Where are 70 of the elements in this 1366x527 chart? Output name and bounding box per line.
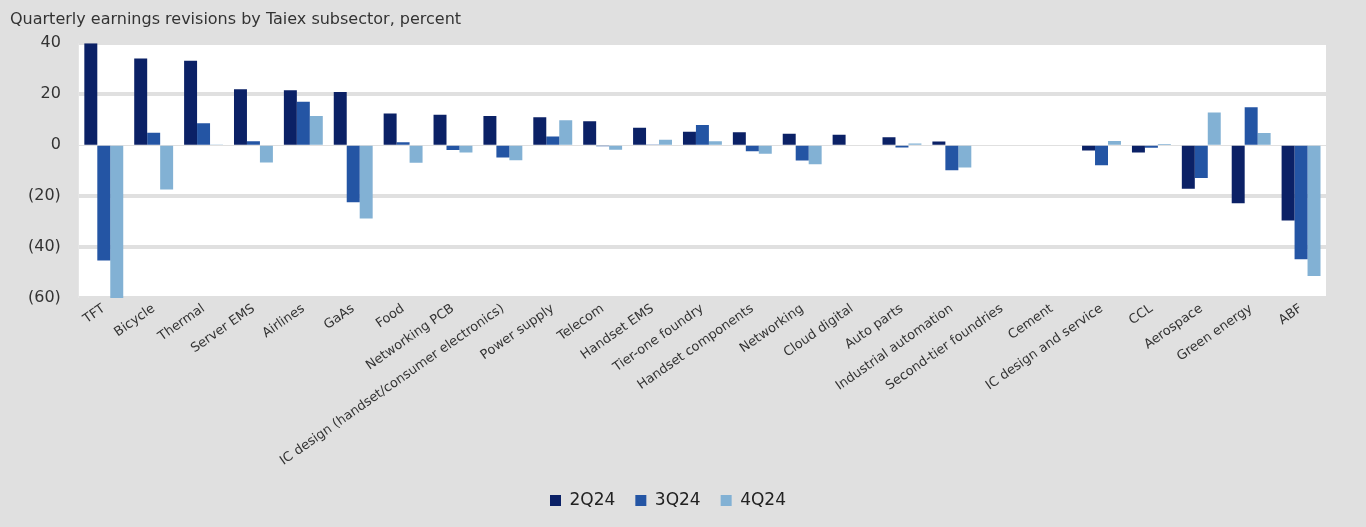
bar bbox=[732, 132, 746, 145]
bar bbox=[110, 145, 124, 299]
bar bbox=[1307, 145, 1321, 276]
bar bbox=[1131, 145, 1145, 153]
bar bbox=[134, 58, 148, 145]
bar bbox=[97, 145, 111, 261]
bar bbox=[633, 127, 647, 145]
bar bbox=[708, 141, 722, 145]
y-tick-label: (20) bbox=[28, 185, 61, 205]
bar bbox=[533, 117, 547, 145]
bar bbox=[459, 145, 473, 153]
bar bbox=[359, 145, 373, 219]
bar bbox=[882, 137, 896, 145]
bar bbox=[309, 116, 323, 145]
y-tick-label: 0 bbox=[50, 134, 61, 154]
bar bbox=[1194, 145, 1208, 179]
bar bbox=[259, 145, 273, 163]
bar bbox=[1095, 145, 1108, 166]
bar bbox=[1281, 145, 1295, 221]
legend-label: 4Q24 bbox=[740, 488, 787, 509]
y-tick-label: (40) bbox=[28, 236, 61, 256]
bar bbox=[197, 123, 211, 145]
bar bbox=[795, 145, 809, 161]
bar bbox=[246, 141, 260, 145]
bar bbox=[333, 91, 347, 145]
bar bbox=[184, 60, 198, 145]
bar bbox=[84, 43, 98, 145]
bar bbox=[433, 114, 447, 145]
bar bbox=[559, 120, 573, 145]
legend-label: 3Q24 bbox=[654, 488, 701, 509]
y-tick-label: 20 bbox=[40, 83, 61, 103]
bar bbox=[396, 142, 410, 145]
bar bbox=[1231, 145, 1245, 204]
bar bbox=[1181, 145, 1195, 189]
bar bbox=[682, 131, 696, 145]
bar bbox=[1207, 112, 1221, 145]
bar bbox=[346, 145, 360, 203]
bar bbox=[509, 145, 523, 161]
bar bbox=[483, 116, 497, 145]
bar bbox=[958, 145, 972, 168]
chart-title: Quarterly earnings revisions by Taiex subsector, percent bbox=[10, 8, 462, 28]
bar bbox=[546, 136, 560, 145]
y-tick-label: (60) bbox=[28, 287, 61, 307]
bar bbox=[932, 141, 946, 145]
y-tick-label: 40 bbox=[40, 32, 61, 52]
bar bbox=[1294, 145, 1308, 260]
bar bbox=[832, 134, 846, 145]
bar bbox=[383, 113, 397, 145]
bar bbox=[296, 101, 310, 145]
bar bbox=[496, 145, 510, 158]
bar bbox=[1144, 145, 1158, 148]
bar bbox=[609, 145, 623, 150]
bar bbox=[233, 89, 247, 145]
legend-label: 2Q24 bbox=[569, 488, 616, 509]
bar bbox=[283, 90, 297, 145]
bar bbox=[659, 139, 672, 145]
bar bbox=[160, 145, 174, 190]
bar bbox=[583, 121, 597, 145]
bar bbox=[945, 145, 959, 171]
bar bbox=[1257, 132, 1271, 145]
bar bbox=[758, 145, 772, 154]
bar bbox=[1108, 141, 1121, 145]
x-tick-label: ABF bbox=[1275, 300, 1305, 328]
bar bbox=[147, 132, 161, 145]
bar bbox=[1244, 107, 1258, 145]
bar bbox=[695, 125, 709, 145]
bar bbox=[409, 145, 423, 163]
bar bbox=[782, 133, 796, 145]
bar bbox=[808, 145, 822, 165]
x-tick-label: TFT bbox=[79, 300, 108, 327]
